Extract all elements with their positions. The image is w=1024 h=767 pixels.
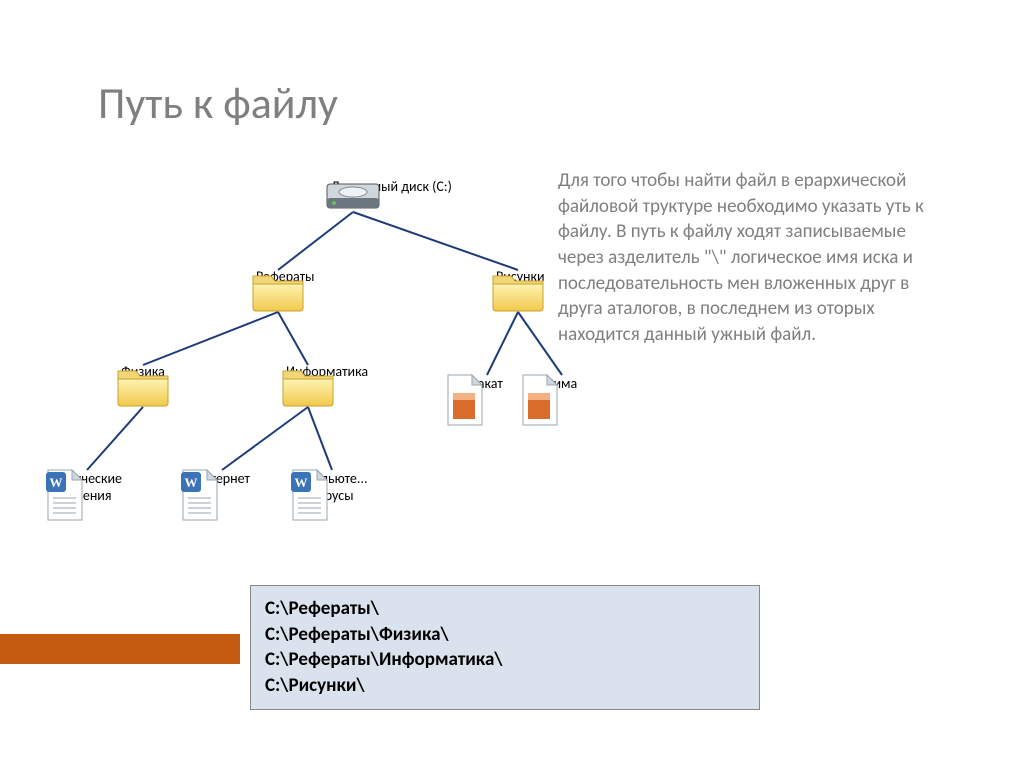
svg-text:W: W <box>295 475 308 490</box>
svg-text:W: W <box>185 475 198 490</box>
tree-node-opt: WОптические явления <box>42 468 132 504</box>
page-title: Путь к файлу <box>98 76 338 130</box>
accent-bar <box>0 634 240 664</box>
tree-node-phys: Физика <box>115 363 165 380</box>
paths-box: C:\Рефераты\C:\Рефераты\Физика\C:\Рефера… <box>250 585 760 710</box>
tree-node-winter: Зима <box>517 373 607 392</box>
path-line: C:\Рефераты\ <box>265 596 745 622</box>
file-tree-diagram: Локальный диск (C:) Рефераты Рисунки Физика… <box>60 178 650 568</box>
tree-node-ref: Рефераты <box>250 268 314 285</box>
path-line: C:\Рисунки\ <box>265 673 745 699</box>
path-line: C:\Рефераты\Информатика\ <box>265 647 745 673</box>
tree-node-pics: Рисунки <box>490 268 545 285</box>
svg-text:W: W <box>50 475 63 490</box>
tree-node-root: Локальный диск (C:) <box>325 178 452 195</box>
tree-node-net: WИнтернет <box>177 468 267 487</box>
tree-node-vir: WКомпьюте... вирусы <box>287 468 377 504</box>
path-line: C:\Рефераты\Физика\ <box>265 622 745 648</box>
tree-node-inf: Информатика <box>280 363 368 380</box>
